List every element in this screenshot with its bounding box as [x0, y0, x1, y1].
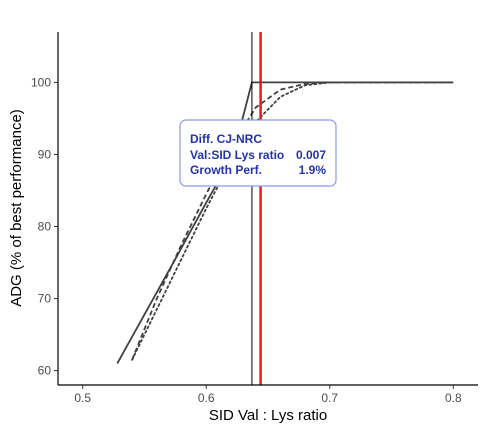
annotation-value-2: 0.007 [296, 148, 326, 162]
annotation-box: Diff. CJ-NRC Val:SID Lys ratio 0.007 Gro… [179, 119, 337, 187]
x-ticks: 0.5 0.6 0.7 0.8 [74, 385, 462, 405]
y-tick-label: 70 [38, 292, 52, 306]
vline-layer [251, 32, 262, 385]
series-line-dotted [131, 81, 455, 361]
annotation-line-3: Growth Perf. [190, 163, 262, 177]
annotation-line-2: Val:SID Lys ratio [190, 148, 284, 162]
y-tick-label: 60 [38, 364, 52, 378]
y-ticks: 60 70 80 90 100 [31, 75, 58, 378]
x-tick-label: 0.8 [445, 391, 462, 405]
x-axis-title: SID Val : Lys ratio [209, 407, 327, 424]
y-axis-title: ADG (% of best performance) [8, 109, 25, 307]
annotation-frame [179, 119, 337, 187]
y-tick-label: 80 [38, 220, 52, 234]
y-tick-label: 90 [38, 147, 52, 161]
x-tick-label: 0.7 [321, 391, 338, 405]
x-tick-label: 0.5 [74, 391, 91, 405]
series-layer [116, 81, 455, 364]
annotation-value-3: 1.9% [299, 163, 327, 177]
x-tick-label: 0.6 [198, 391, 215, 405]
annotation-line-1: Diff. CJ-NRC [190, 132, 262, 146]
y-tick-label: 100 [31, 75, 51, 89]
